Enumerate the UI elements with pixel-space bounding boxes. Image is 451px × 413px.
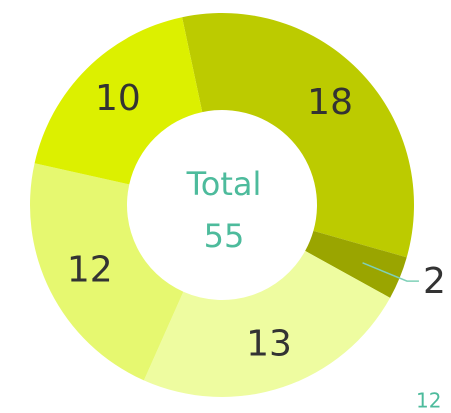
slice-label: 18 [307,82,353,123]
slice [34,17,203,185]
center-value: 55 [204,217,245,255]
center-label: Total [186,165,262,203]
slice-label: 2 [423,261,446,302]
slice-label: 13 [246,323,292,364]
slice-label: 10 [95,78,141,119]
slice [305,230,407,298]
slice [143,250,391,398]
slice-label: 12 [67,250,113,291]
leader-line [362,262,419,282]
slice [182,13,414,258]
slice [29,163,184,381]
annotation: 12 [416,389,441,413]
